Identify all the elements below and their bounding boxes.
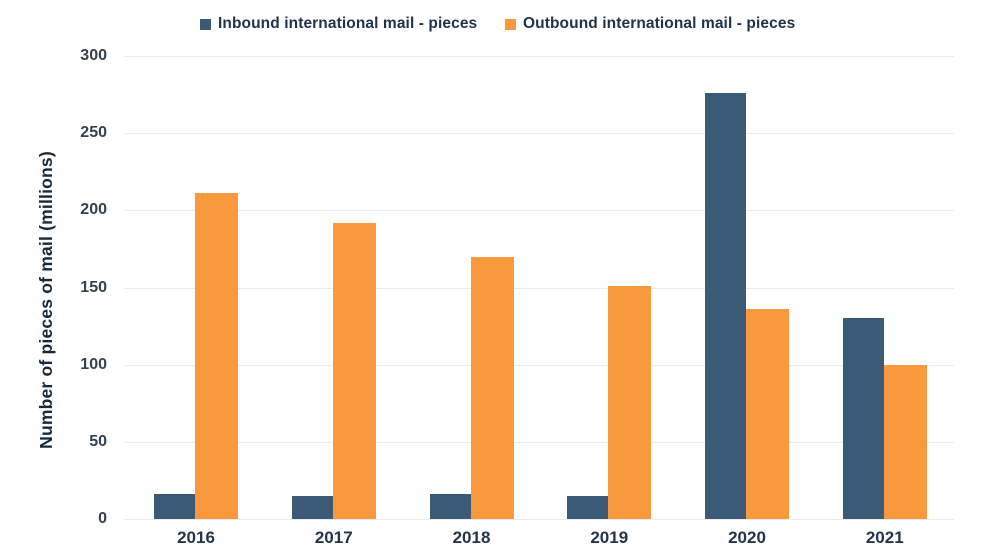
- bar-outbound-2021: [883, 364, 927, 519]
- legend-item-inbound: Inbound international mail - pieces: [200, 15, 477, 33]
- legend-label-outbound: Outbound international mail - pieces: [523, 15, 796, 32]
- gridline-300: [125, 56, 954, 57]
- x-tick-label-2020: 2020: [728, 528, 766, 547]
- bar-outbound-2019: [608, 285, 652, 519]
- bar-outbound-2018: [470, 256, 514, 519]
- y-tick-label-100: 100: [80, 355, 107, 373]
- y-tick-label-250: 250: [80, 124, 107, 142]
- gridline-50: [125, 441, 954, 443]
- y-tick-label-150: 150: [80, 278, 107, 296]
- bar-inbound-2021: [842, 318, 884, 519]
- plot-area: [125, 56, 954, 520]
- bar-outbound-2016: [195, 193, 238, 519]
- gridline-150: [125, 287, 954, 289]
- gridline-0: [125, 519, 954, 520]
- gridline-250: [125, 133, 954, 135]
- legend-swatch-outbound-icon: [505, 18, 516, 30]
- x-tick-label-2021: 2021: [865, 528, 904, 547]
- y-tick-label-300: 300: [80, 47, 107, 64]
- x-tick-label-2019: 2019: [590, 528, 629, 547]
- legend-swatch-inbound-icon: [200, 18, 211, 30]
- y-tick-label-200: 200: [80, 201, 107, 219]
- legend-item-outbound: Outbound international mail - pieces: [505, 15, 795, 33]
- y-tick-label-50: 50: [89, 432, 107, 450]
- bar-outbound-2017: [332, 222, 376, 519]
- y-tick-label-0: 0: [98, 510, 107, 527]
- legend-label-inbound: Inbound international mail - pieces: [218, 15, 478, 32]
- gridline-200: [125, 210, 954, 212]
- bar-inbound-2016: [154, 494, 195, 519]
- x-tick-label-2017: 2017: [314, 528, 353, 547]
- bar-inbound-2018: [429, 494, 471, 519]
- bar-inbound-2020: [705, 93, 746, 519]
- gridline-100: [125, 364, 954, 366]
- bar-inbound-2019: [567, 495, 609, 519]
- bar-outbound-2020: [746, 309, 789, 519]
- bar-inbound-2017: [291, 495, 333, 519]
- x-tick-label-2016: 2016: [177, 528, 215, 547]
- x-tick-label-2018: 2018: [452, 528, 491, 547]
